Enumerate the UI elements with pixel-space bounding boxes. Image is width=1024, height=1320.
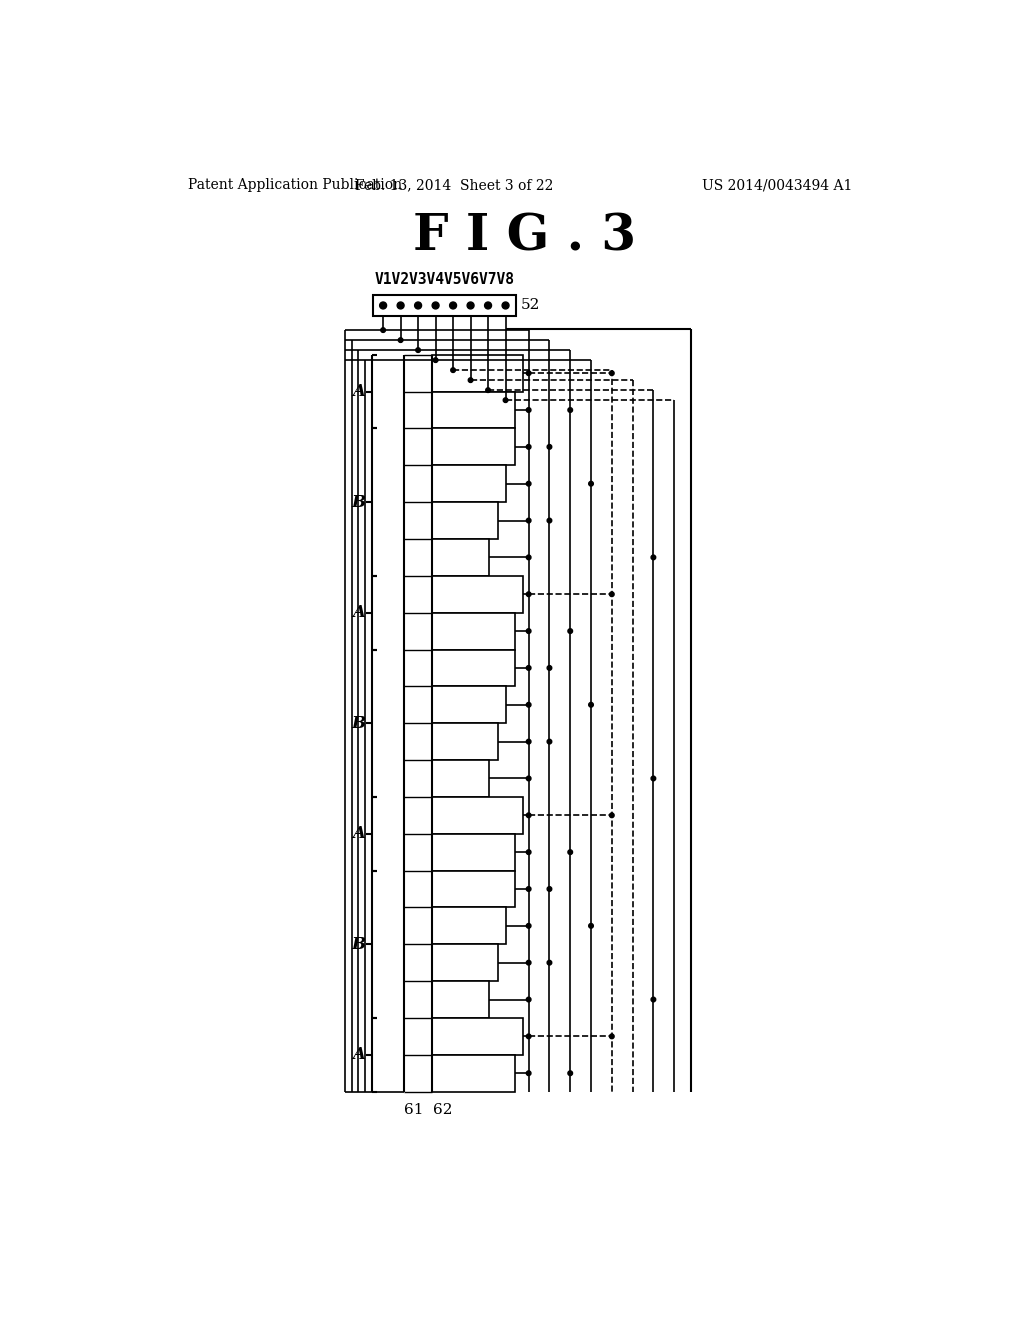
Bar — [432, 760, 489, 797]
Bar — [432, 429, 515, 465]
Circle shape — [526, 776, 531, 780]
Bar — [432, 649, 515, 686]
Circle shape — [568, 850, 572, 854]
Circle shape — [526, 482, 531, 486]
Bar — [432, 834, 515, 871]
Bar — [432, 502, 498, 539]
Circle shape — [526, 924, 531, 928]
Text: A: A — [352, 605, 365, 622]
Circle shape — [526, 997, 531, 1002]
Circle shape — [568, 1071, 572, 1076]
Bar — [432, 355, 523, 392]
Circle shape — [526, 445, 531, 449]
Circle shape — [547, 961, 552, 965]
Circle shape — [503, 397, 508, 403]
Text: A: A — [352, 825, 365, 842]
Circle shape — [589, 924, 593, 928]
Bar — [432, 1018, 523, 1055]
Circle shape — [547, 739, 552, 744]
Bar — [432, 686, 506, 723]
Text: 52: 52 — [521, 298, 541, 313]
Circle shape — [651, 776, 655, 780]
Bar — [432, 539, 489, 576]
Text: B: B — [351, 714, 366, 731]
Text: V1V2V3V4V5V6V7V8: V1V2V3V4V5V6V7V8 — [375, 272, 514, 286]
Circle shape — [568, 628, 572, 634]
Text: 61: 61 — [404, 1104, 424, 1117]
Circle shape — [526, 519, 531, 523]
Circle shape — [609, 371, 614, 375]
Circle shape — [468, 378, 473, 383]
Circle shape — [526, 702, 531, 708]
Bar — [432, 723, 498, 760]
Circle shape — [526, 961, 531, 965]
Circle shape — [526, 739, 531, 744]
Circle shape — [609, 813, 614, 817]
Bar — [432, 871, 515, 907]
Circle shape — [380, 302, 387, 309]
Text: F I G . 3: F I G . 3 — [414, 213, 636, 261]
Circle shape — [547, 445, 552, 449]
Circle shape — [416, 348, 421, 352]
Text: B: B — [351, 494, 366, 511]
Bar — [432, 981, 489, 1018]
Bar — [373, 294, 515, 317]
Circle shape — [651, 997, 655, 1002]
Circle shape — [547, 519, 552, 523]
Circle shape — [398, 338, 402, 342]
Circle shape — [526, 591, 531, 597]
Circle shape — [433, 358, 438, 363]
Bar — [432, 465, 506, 502]
Circle shape — [526, 850, 531, 854]
Circle shape — [381, 327, 385, 333]
Circle shape — [415, 302, 422, 309]
Text: Feb. 13, 2014  Sheet 3 of 22: Feb. 13, 2014 Sheet 3 of 22 — [354, 178, 553, 193]
Circle shape — [485, 388, 490, 392]
Text: A: A — [352, 1047, 365, 1064]
Circle shape — [526, 556, 531, 560]
Bar — [432, 576, 523, 612]
Circle shape — [568, 408, 572, 412]
Circle shape — [651, 556, 655, 560]
Circle shape — [609, 591, 614, 597]
Circle shape — [502, 302, 509, 309]
Text: B: B — [351, 936, 366, 953]
Circle shape — [547, 887, 552, 891]
Circle shape — [484, 302, 492, 309]
Bar — [432, 944, 498, 981]
Circle shape — [589, 482, 593, 486]
Circle shape — [467, 302, 474, 309]
Bar — [432, 797, 523, 834]
Bar — [432, 907, 506, 944]
Circle shape — [526, 371, 531, 375]
Text: 62: 62 — [433, 1104, 453, 1117]
Circle shape — [526, 628, 531, 634]
Circle shape — [547, 665, 552, 671]
Bar — [432, 392, 515, 429]
Circle shape — [526, 1034, 531, 1039]
Circle shape — [451, 368, 456, 372]
Circle shape — [432, 302, 439, 309]
Circle shape — [526, 408, 531, 412]
Text: US 2014/0043494 A1: US 2014/0043494 A1 — [702, 178, 853, 193]
Circle shape — [589, 702, 593, 708]
Circle shape — [526, 813, 531, 817]
Bar — [432, 612, 515, 649]
Text: A: A — [352, 383, 365, 400]
Circle shape — [609, 1034, 614, 1039]
Circle shape — [526, 665, 531, 671]
Circle shape — [526, 887, 531, 891]
Circle shape — [397, 302, 404, 309]
Circle shape — [526, 1071, 531, 1076]
Circle shape — [450, 302, 457, 309]
Bar — [432, 1055, 515, 1092]
Text: Patent Application Publication: Patent Application Publication — [188, 178, 402, 193]
